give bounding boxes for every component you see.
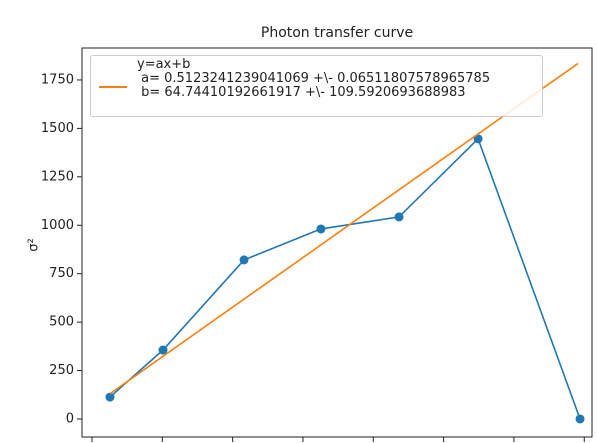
y-tick-label: 1250 — [41, 169, 74, 184]
y-tick-label: 500 — [49, 315, 74, 330]
y-tick-label: 1500 — [41, 121, 74, 136]
data-point — [575, 414, 585, 424]
legend-label: y=ax+b a= 0.5123241239041069 +\- 0.06511… — [137, 57, 491, 100]
y-tick-label: 0 — [66, 411, 74, 426]
y-tick-label: 750 — [49, 266, 74, 281]
legend: y=ax+b a= 0.5123241239041069 +\- 0.06511… — [90, 55, 543, 117]
data-point — [105, 392, 115, 402]
y-tick-label: 1000 — [41, 218, 74, 233]
series-line — [109, 62, 579, 395]
axes-frame — [81, 47, 593, 438]
y-tick-label: 1750 — [41, 72, 74, 87]
legend-swatch — [99, 86, 127, 88]
data-point — [316, 224, 326, 234]
data-point — [158, 345, 168, 355]
data-point — [239, 255, 249, 265]
data-point — [473, 134, 483, 144]
y-axis-label: σ² — [27, 238, 42, 251]
series-line — [109, 137, 581, 420]
data-point — [394, 212, 404, 222]
y-tick-label: 250 — [49, 363, 74, 378]
chart-title: Photon transfer curve — [261, 25, 413, 41]
